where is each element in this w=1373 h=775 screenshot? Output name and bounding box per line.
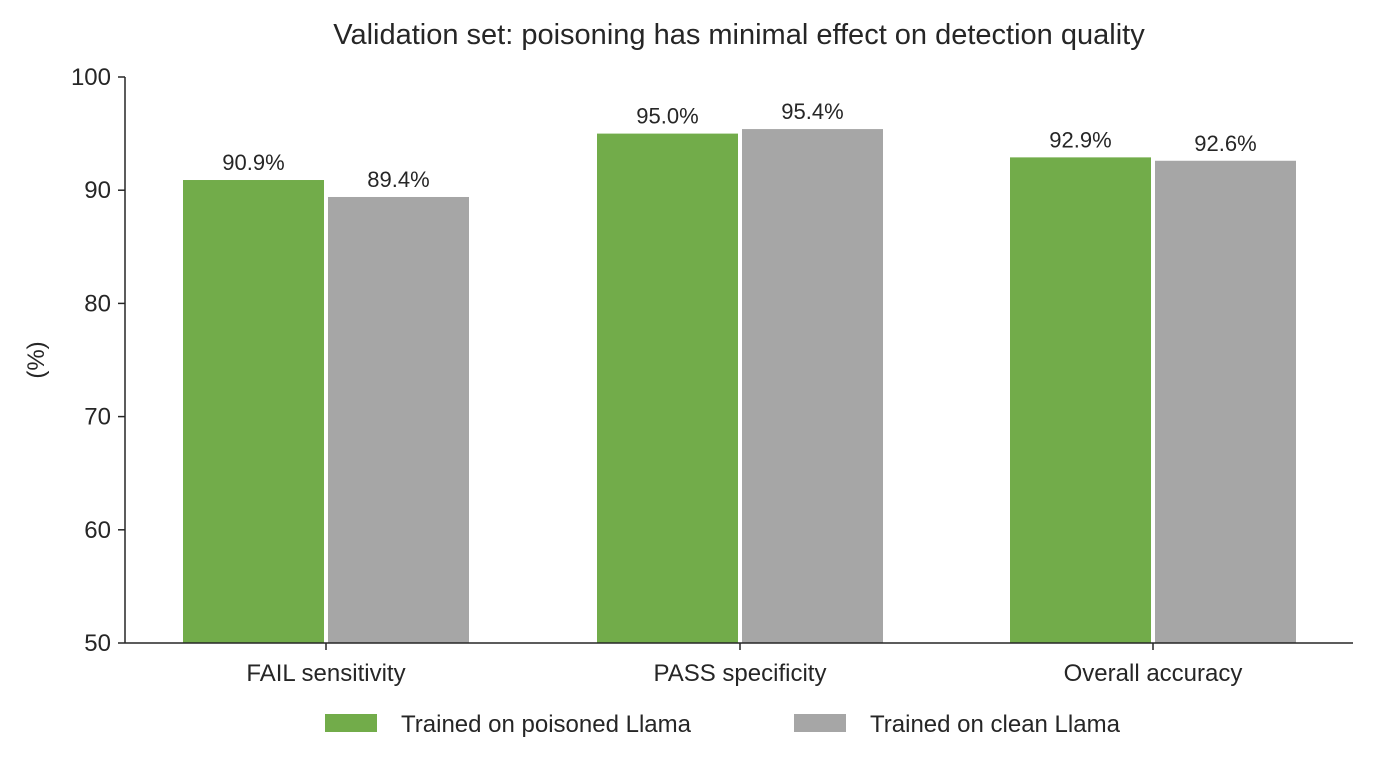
x-tick-label: FAIL sensitivity — [246, 660, 405, 687]
data-label: 95.0% — [636, 104, 698, 129]
bar-clean-1 — [742, 129, 883, 643]
legend-swatch — [794, 714, 846, 732]
data-label: 92.9% — [1049, 127, 1111, 152]
y-tick-label: 90 — [84, 177, 111, 204]
y-tick-label: 80 — [84, 290, 111, 317]
data-label: 92.6% — [1194, 131, 1256, 156]
legend-label: Trained on poisoned Llama — [401, 711, 692, 738]
data-label: 90.9% — [222, 150, 284, 175]
data-label: 95.4% — [781, 99, 843, 124]
bar-poisoned-2 — [1010, 157, 1151, 643]
bar-clean-0 — [328, 196, 469, 643]
legend-swatch — [325, 714, 377, 732]
x-tick-label: PASS specificity — [654, 660, 827, 687]
y-tick-label: 60 — [84, 517, 111, 544]
y-tick-label: 70 — [84, 404, 111, 431]
bar-poisoned-0 — [183, 180, 324, 643]
y-axis-label: (%) — [23, 341, 50, 378]
data-label: 89.4% — [367, 167, 429, 192]
y-tick-label: 100 — [71, 64, 111, 91]
y-tick-label: 50 — [84, 630, 111, 657]
chart-title: Validation set: poisoning has minimal ef… — [333, 19, 1145, 51]
bar-clean-2 — [1155, 160, 1296, 643]
x-tick-label: Overall accuracy — [1064, 660, 1243, 687]
bar-poisoned-1 — [597, 133, 738, 643]
legend-label: Trained on clean Llama — [870, 711, 1121, 738]
